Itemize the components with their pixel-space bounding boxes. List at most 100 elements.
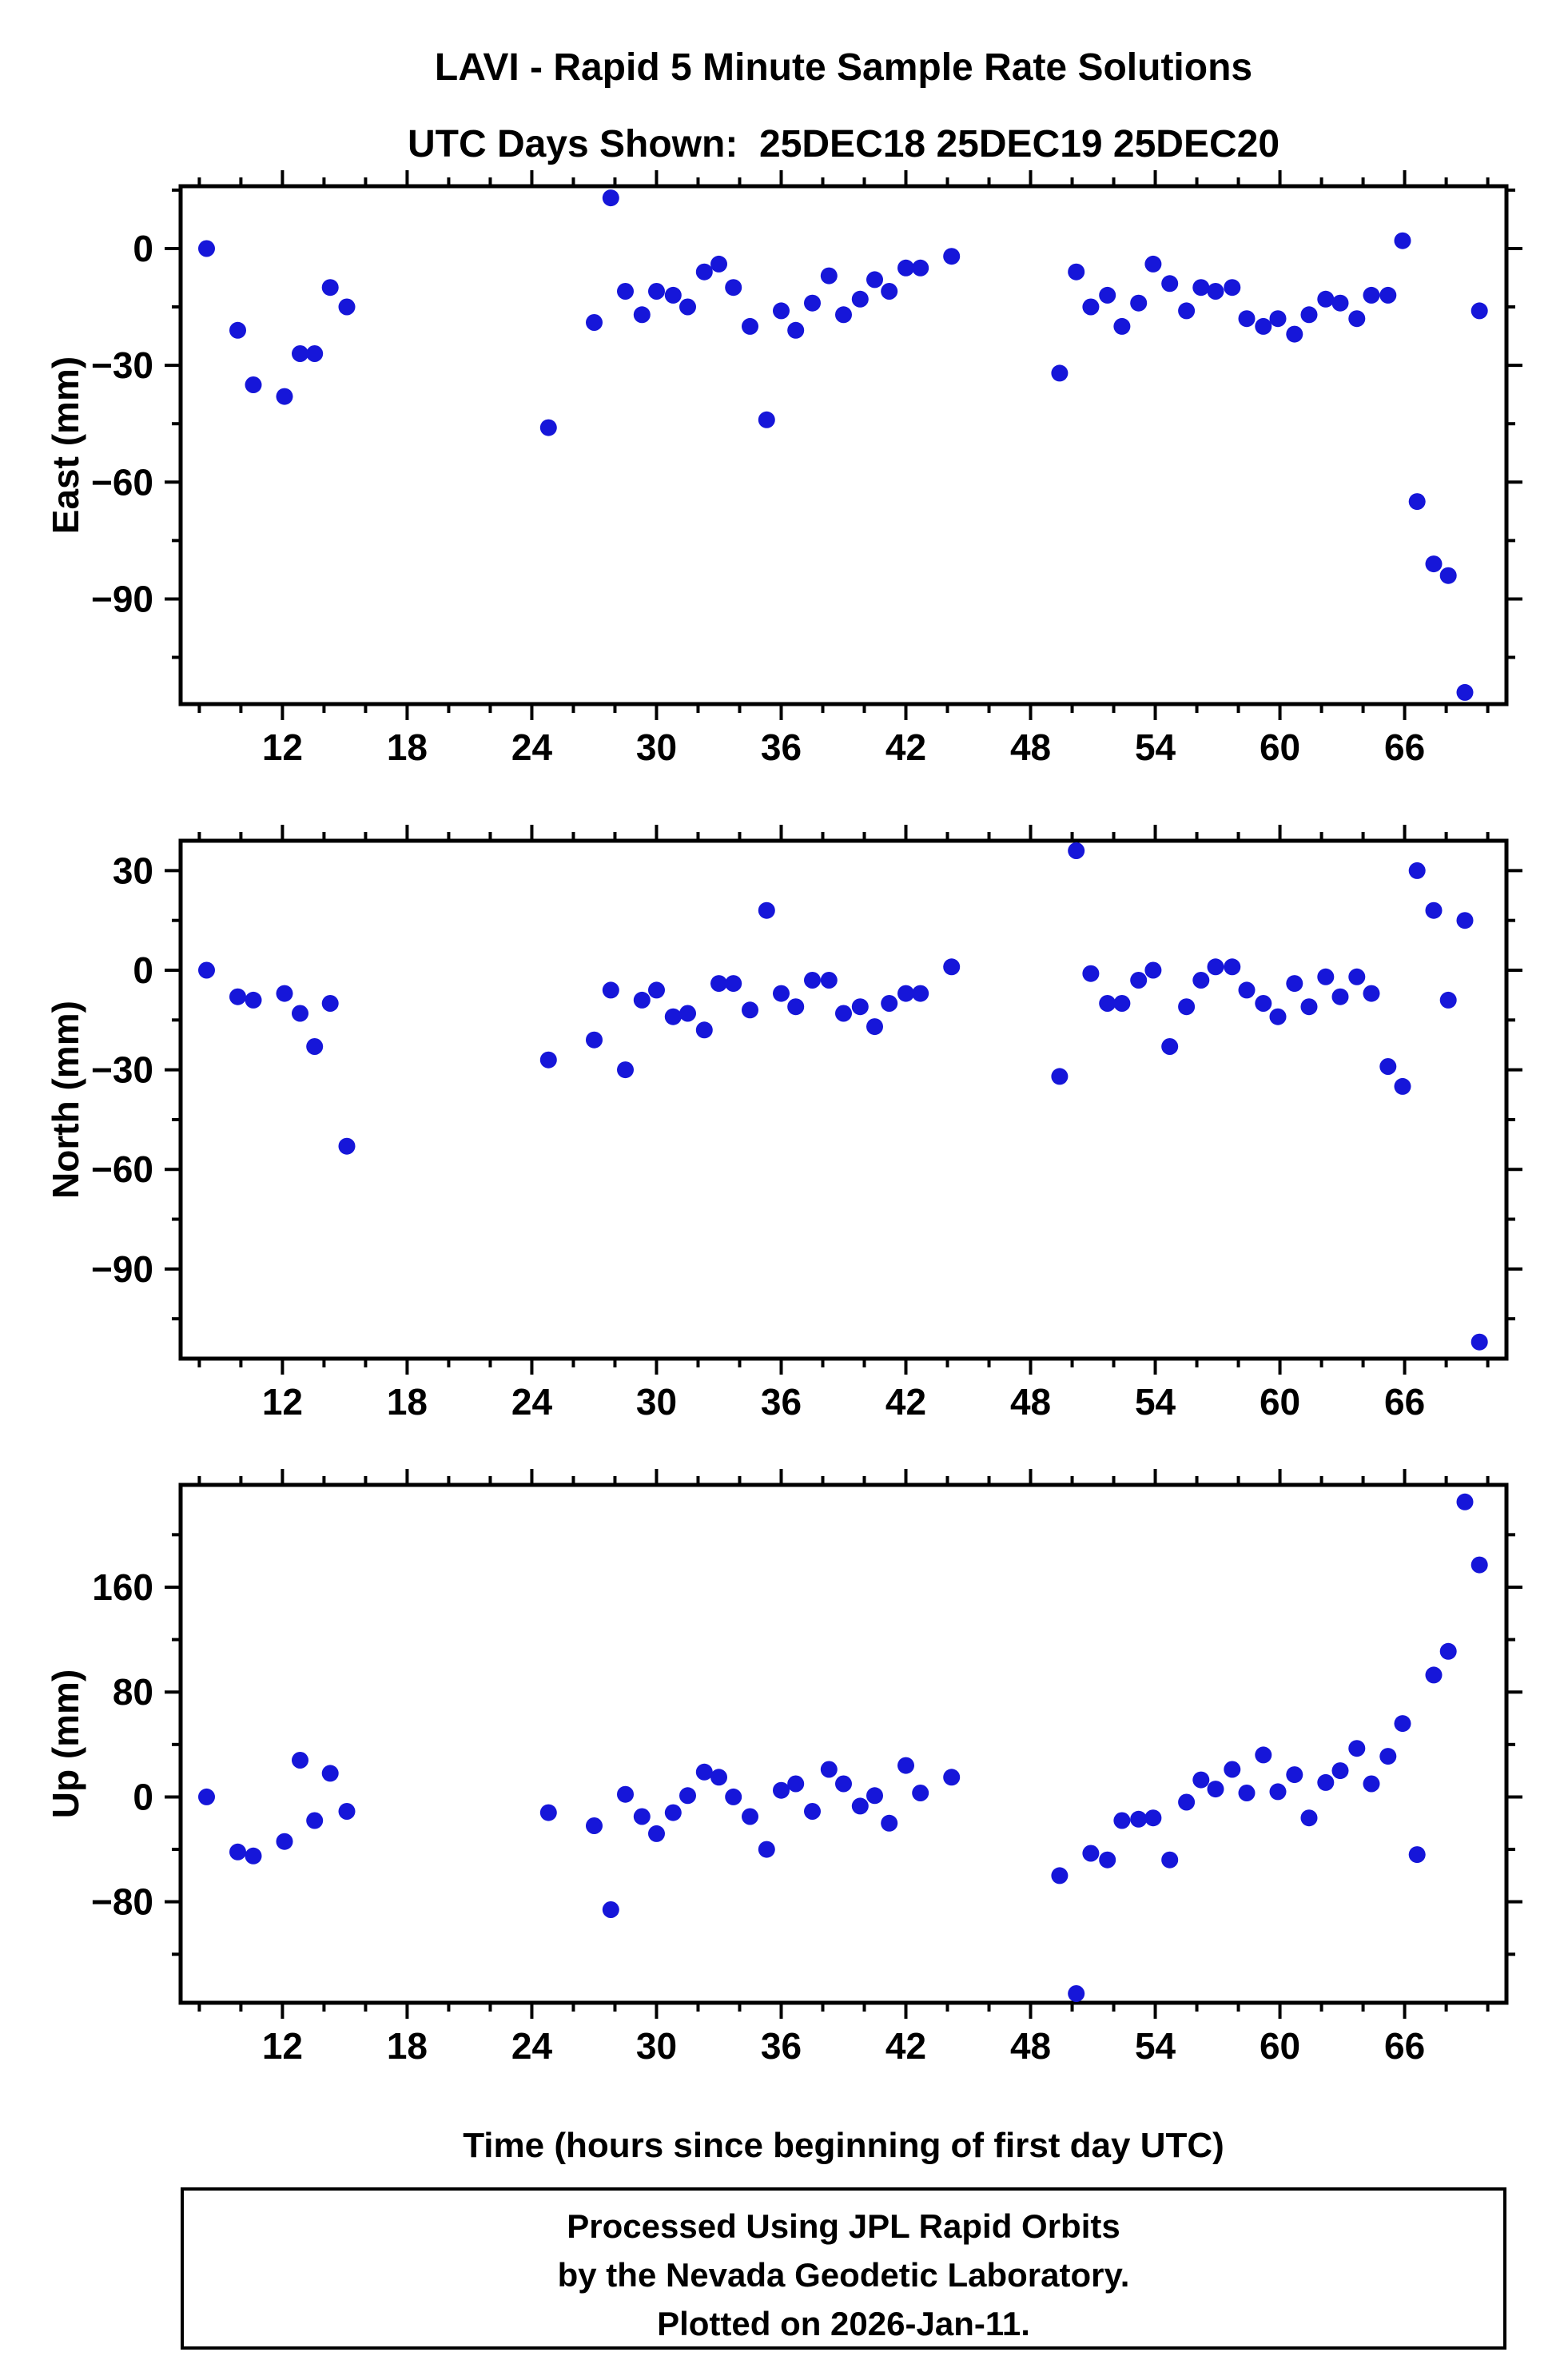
east-scatter-point [338, 298, 356, 316]
up-scatter-point [664, 1804, 682, 1821]
north-scatter-point [897, 985, 914, 1002]
east-scatter-point [602, 189, 619, 207]
east-scatter-point [851, 290, 869, 308]
east-scatter-point [1331, 294, 1349, 312]
up-scatter-point [229, 1843, 246, 1861]
y-tick-label: 30 [113, 850, 153, 891]
north-scatter-point [1051, 1068, 1069, 1085]
x-tick-label: 24 [511, 726, 553, 768]
y-tick-label: 80 [113, 1671, 153, 1713]
east-scatter-point [1051, 364, 1069, 382]
x-tick-label: 42 [885, 1381, 926, 1423]
x-tick-label: 66 [1384, 1381, 1425, 1423]
north-scatter-point [321, 995, 339, 1012]
east-scatter-point [1394, 232, 1411, 249]
up-scatter-point [1144, 1809, 1162, 1827]
north-scatter-point [1255, 995, 1272, 1012]
north-scatter-point [1130, 972, 1148, 989]
north-scatter-point [1470, 1333, 1488, 1351]
up-scatter-point [1456, 1493, 1474, 1510]
east-scatter-point [1130, 294, 1148, 312]
up-scatter-point [1207, 1781, 1224, 1798]
north-scatter-point [1300, 998, 1318, 1016]
x-tick-label: 48 [1010, 1381, 1051, 1423]
north-scatter-point [881, 995, 898, 1012]
north-scatter-point [276, 985, 293, 1002]
x-tick-label: 12 [262, 2025, 303, 2067]
north-scatter-point [338, 1137, 356, 1155]
up-scatter-point [679, 1787, 696, 1805]
east-scatter-point [725, 279, 742, 296]
east-scatter-point [820, 267, 838, 285]
east-scatter-point [912, 259, 929, 277]
footer-line-1: Processed Using JPL Rapid Orbits [567, 2207, 1120, 2245]
north-scatter-point [1317, 968, 1335, 985]
up-scatter-point [695, 1763, 713, 1781]
x-tick-label: 60 [1260, 726, 1300, 768]
up-scatter-point [1192, 1771, 1210, 1789]
y-tick-label: 0 [133, 1776, 153, 1817]
north-scatter-point [943, 958, 961, 976]
north-scatter-point [758, 901, 775, 919]
north-scatter-point [725, 975, 742, 993]
north-plot-frame [178, 838, 1509, 1361]
north-scatter-point [1425, 901, 1443, 919]
north-scatter-point [1394, 1077, 1411, 1095]
y-tick-label: −60 [91, 1148, 153, 1190]
north-scatter-point [695, 1021, 713, 1039]
x-tick-label: 36 [761, 726, 802, 768]
x-tick-label: 42 [885, 726, 926, 768]
y-axis-title-east: East (mm) [45, 356, 86, 535]
x-tick-label: 60 [1260, 1381, 1300, 1423]
up-scatter-point [1363, 1775, 1380, 1793]
up-scatter-point [1379, 1748, 1397, 1765]
north-scatter-point [229, 988, 246, 1005]
north-scatter-point [539, 1051, 557, 1069]
x-tick-label: 18 [387, 1381, 428, 1423]
x-tick-label: 42 [885, 2025, 926, 2067]
east-scatter-point [1178, 302, 1196, 320]
east-scatter-point [1207, 283, 1224, 300]
east-scatter-point [804, 294, 821, 312]
up-scatter-point [710, 1769, 727, 1786]
x-tick-label: 48 [1010, 726, 1051, 768]
up-scatter-point [742, 1808, 758, 1825]
north-scatter-point [1161, 1038, 1179, 1055]
chart-subtitle: UTC Days Shown: 25DEC18 25DEC19 25DEC20 [407, 123, 1280, 165]
x-axis-title: Time (hours since beginning of first day… [463, 2126, 1224, 2165]
east-scatter-point [1348, 310, 1366, 328]
up-scatter-point [725, 1788, 742, 1805]
east-scatter-point [1379, 286, 1397, 304]
up-scatter-point [1161, 1851, 1179, 1868]
east-scatter-point [835, 306, 852, 324]
x-tick-label: 54 [1135, 1381, 1176, 1423]
north-scatter-point [679, 1005, 696, 1022]
east-scatter-point [695, 263, 713, 281]
east-scatter-point [1161, 275, 1179, 293]
east-scatter-point [321, 279, 339, 296]
north-scatter-point [664, 1008, 682, 1025]
east-scatter-point [1099, 286, 1116, 304]
up-scatter-point [912, 1785, 929, 1801]
north-scatter-point [1192, 972, 1210, 989]
north-scatter-point [710, 975, 727, 993]
x-tick-label: 12 [262, 726, 303, 768]
x-tick-label: 48 [1010, 2025, 1051, 2067]
east-scatter-point [773, 302, 790, 320]
north-scatter-point [1178, 998, 1196, 1016]
east-scatter-point [1286, 325, 1303, 343]
up-scatter-point [866, 1787, 883, 1805]
north-scatter-point [1207, 958, 1224, 976]
east-scatter-point [1269, 310, 1287, 328]
east-scatter-point [586, 314, 603, 331]
up-scatter-point [851, 1797, 869, 1815]
north-scatter-point [1068, 842, 1085, 859]
east-scatter-point [742, 317, 758, 335]
north-scatter-point [1439, 991, 1457, 1009]
up-scatter-point [198, 1788, 215, 1805]
up-scatter-point [1068, 1985, 1085, 2002]
y-tick-label: −90 [91, 578, 153, 619]
x-tick-label: 24 [511, 1381, 553, 1423]
up-scatter-point [943, 1769, 961, 1786]
east-scatter-point [1439, 567, 1457, 584]
